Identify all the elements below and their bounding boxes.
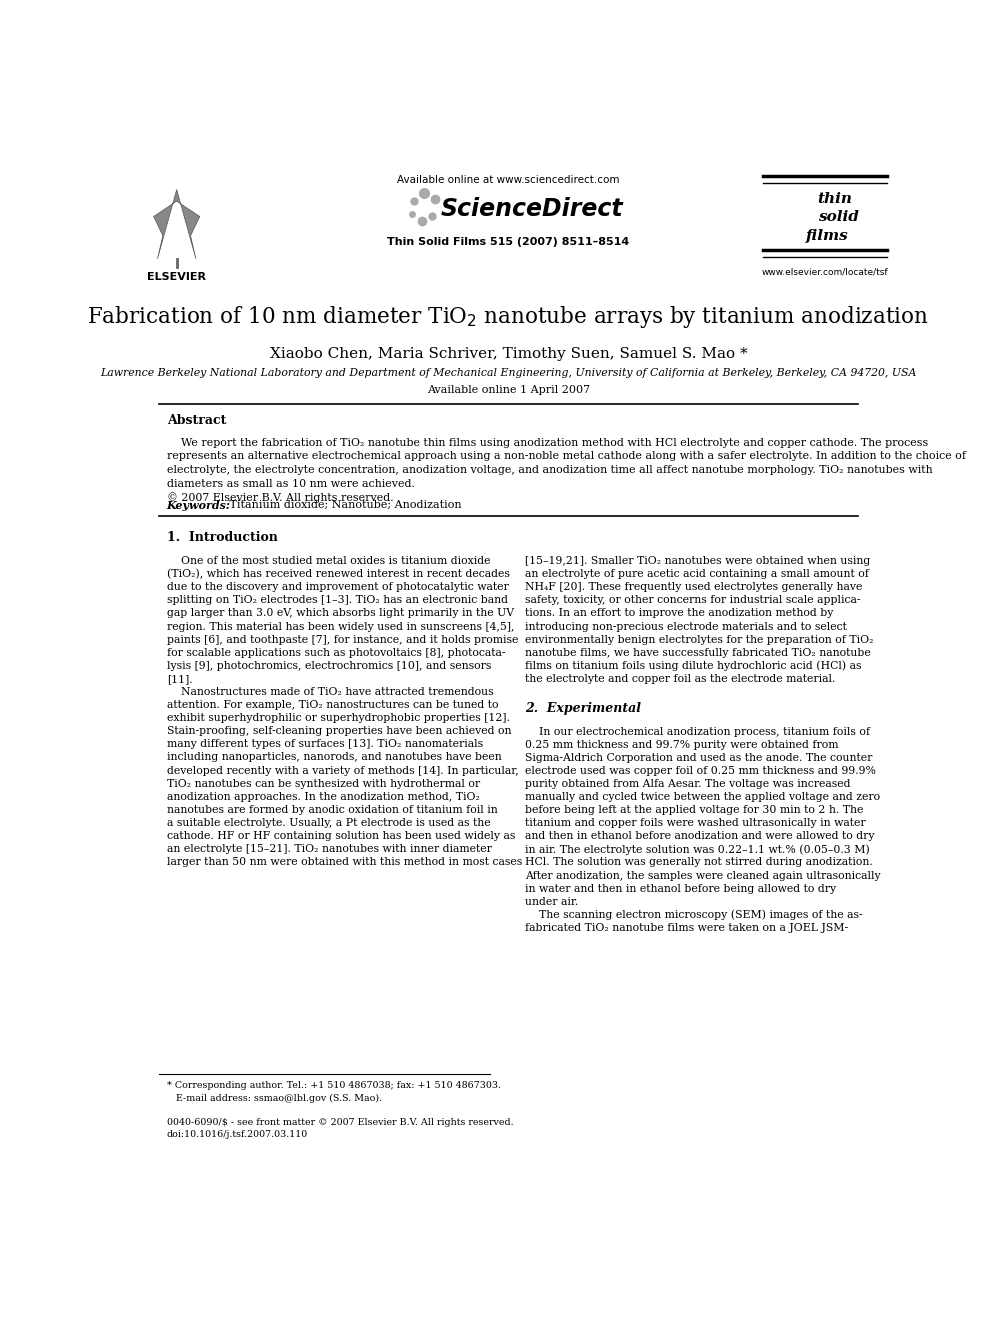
Text: and then in ethanol before anodization and were allowed to dry: and then in ethanol before anodization a… [526, 831, 875, 841]
Text: Sigma-Aldrich Corporation and used as the anode. The counter: Sigma-Aldrich Corporation and used as th… [526, 753, 873, 763]
Text: 0.25 mm thickness and 99.7% purity were obtained from: 0.25 mm thickness and 99.7% purity were … [526, 740, 839, 750]
Text: paints [6], and toothpaste [7], for instance, and it holds promise: paints [6], and toothpaste [7], for inst… [167, 635, 518, 644]
Text: introducing non-precious electrode materials and to select: introducing non-precious electrode mater… [526, 622, 847, 631]
Text: nanotubes are formed by anodic oxidation of titanium foil in: nanotubes are formed by anodic oxidation… [167, 804, 497, 815]
Text: Lawrence Berkeley National Laboratory and Department of Mechanical Engineering, : Lawrence Berkeley National Laboratory an… [100, 368, 917, 378]
Text: a suitable electrolyte. Usually, a Pt electrode is used as the: a suitable electrolyte. Usually, a Pt el… [167, 818, 490, 828]
Text: solid: solid [817, 209, 858, 224]
Text: tions. In an effort to improve the anodization method by: tions. In an effort to improve the anodi… [526, 609, 834, 618]
Text: Stain-proofing, self-cleaning properties have been achieved on: Stain-proofing, self-cleaning properties… [167, 726, 511, 737]
Text: before being left at the applied voltage for 30 min to 2 h. The: before being left at the applied voltage… [526, 806, 864, 815]
Text: attention. For example, TiO₂ nanostructures can be tuned to: attention. For example, TiO₂ nanostructu… [167, 700, 498, 710]
Text: Nanostructures made of TiO₂ have attracted tremendous: Nanostructures made of TiO₂ have attract… [167, 687, 493, 697]
Text: films on titanium foils using dilute hydrochloric acid (HCl) as: films on titanium foils using dilute hyd… [526, 660, 862, 671]
Text: Titanium dioxide; Nanotube; Anodization: Titanium dioxide; Nanotube; Anodization [226, 500, 462, 511]
Text: titanium and copper foils were washed ultrasonically in water: titanium and copper foils were washed ul… [526, 818, 866, 828]
Text: 1.  Introduction: 1. Introduction [167, 531, 278, 544]
Text: lysis [9], photochromics, electrochromics [10], and sensors: lysis [9], photochromics, electrochromic… [167, 660, 491, 671]
Text: in water and then in ethanol before being allowed to dry: in water and then in ethanol before bein… [526, 884, 836, 893]
Text: in air. The electrolyte solution was 0.22–1.1 wt.% (0.05–0.3 M): in air. The electrolyte solution was 0.2… [526, 844, 870, 855]
Text: 0040-6090/$ - see front matter © 2007 Elsevier B.V. All rights reserved.: 0040-6090/$ - see front matter © 2007 El… [167, 1118, 513, 1127]
Text: electrode used was copper foil of 0.25 mm thickness and 99.9%: electrode used was copper foil of 0.25 m… [526, 766, 876, 775]
Text: an electrolyte [15–21]. TiO₂ nanotubes with inner diameter: an electrolyte [15–21]. TiO₂ nanotubes w… [167, 844, 491, 855]
Text: (TiO₂), which has received renewed interest in recent decades: (TiO₂), which has received renewed inter… [167, 569, 510, 579]
Text: TiO₂ nanotubes can be synthesized with hydrothermal or: TiO₂ nanotubes can be synthesized with h… [167, 779, 480, 789]
Text: under air.: under air. [526, 897, 578, 906]
Text: doi:10.1016/j.tsf.2007.03.110: doi:10.1016/j.tsf.2007.03.110 [167, 1130, 308, 1139]
Text: [15–19,21]. Smaller TiO₂ nanotubes were obtained when using: [15–19,21]. Smaller TiO₂ nanotubes were … [526, 556, 871, 566]
Text: thin: thin [817, 192, 853, 206]
Text: manually and cycled twice between the applied voltage and zero: manually and cycled twice between the ap… [526, 792, 881, 802]
Text: electrolyte, the electrolyte concentration, anodization voltage, and anodization: electrolyte, the electrolyte concentrati… [167, 464, 932, 475]
Text: * Corresponding author. Tel.: +1 510 4867038; fax: +1 510 4867303.: * Corresponding author. Tel.: +1 510 486… [167, 1081, 501, 1090]
Text: Available online at www.sciencedirect.com: Available online at www.sciencedirect.co… [397, 176, 620, 185]
Text: The scanning electron microscopy (SEM) images of the as-: The scanning electron microscopy (SEM) i… [526, 910, 863, 921]
Text: ScienceDirect: ScienceDirect [440, 197, 623, 221]
Text: diameters as small as 10 nm were achieved.: diameters as small as 10 nm were achieve… [167, 479, 415, 488]
Text: www.elsevier.com/locate/tsf: www.elsevier.com/locate/tsf [762, 267, 889, 277]
Text: fabricated TiO₂ nanotube films were taken on a JOEL JSM-: fabricated TiO₂ nanotube films were take… [526, 923, 848, 933]
Text: exhibit superhydrophilic or superhydrophobic properties [12].: exhibit superhydrophilic or superhydroph… [167, 713, 510, 724]
Text: splitting on TiO₂ electrodes [1–3]. TiO₂ has an electronic band: splitting on TiO₂ electrodes [1–3]. TiO₂… [167, 595, 508, 606]
Text: cathode. HF or HF containing solution has been used widely as: cathode. HF or HF containing solution ha… [167, 831, 515, 841]
Text: Keywords:: Keywords: [167, 500, 230, 511]
Polygon shape [154, 189, 199, 259]
Text: safety, toxicity, or other concerns for industrial scale applica-: safety, toxicity, or other concerns for … [526, 595, 861, 606]
Text: Available online 1 April 2007: Available online 1 April 2007 [427, 385, 590, 394]
Text: an electrolyte of pure acetic acid containing a small amount of: an electrolyte of pure acetic acid conta… [526, 569, 869, 579]
Text: anodization approaches. In the anodization method, TiO₂: anodization approaches. In the anodizati… [167, 791, 479, 802]
Text: Xiaobo Chen, Maria Schriver, Timothy Suen, Samuel S. Mao *: Xiaobo Chen, Maria Schriver, Timothy Sue… [270, 347, 747, 361]
Text: © 2007 Elsevier B.V. All rights reserved.: © 2007 Elsevier B.V. All rights reserved… [167, 492, 393, 503]
Text: In our electrochemical anodization process, titanium foils of: In our electrochemical anodization proce… [526, 726, 870, 737]
Text: purity obtained from Alfa Aesar. The voltage was increased: purity obtained from Alfa Aesar. The vol… [526, 779, 851, 789]
Text: the electrolyte and copper foil as the electrode material.: the electrolyte and copper foil as the e… [526, 673, 836, 684]
Text: due to the discovery and improvement of photocatalytic water: due to the discovery and improvement of … [167, 582, 508, 593]
Text: represents an alternative electrochemical approach using a non-noble metal catho: represents an alternative electrochemica… [167, 451, 965, 462]
Text: We report the fabrication of TiO₂ nanotube thin films using anodization method w: We report the fabrication of TiO₂ nanotu… [167, 438, 928, 447]
Text: [11].: [11]. [167, 673, 192, 684]
Text: 2.  Experimental: 2. Experimental [526, 701, 642, 714]
Text: Abstract: Abstract [167, 414, 226, 427]
Text: environmentally benign electrolytes for the preparation of TiO₂: environmentally benign electrolytes for … [526, 635, 874, 644]
Text: Fabrication of 10 nm diameter TiO$_2$ nanotube arrays by titanium anodization: Fabrication of 10 nm diameter TiO$_2$ na… [87, 303, 930, 329]
Text: films: films [806, 229, 849, 242]
Text: many different types of surfaces [13]. TiO₂ nanomaterials: many different types of surfaces [13]. T… [167, 740, 483, 749]
Text: nanotube films, we have successfully fabricated TiO₂ nanotube: nanotube films, we have successfully fab… [526, 648, 871, 658]
Text: larger than 50 nm were obtained with this method in most cases: larger than 50 nm were obtained with thi… [167, 857, 522, 867]
Text: HCl. The solution was generally not stirred during anodization.: HCl. The solution was generally not stir… [526, 857, 873, 868]
Text: gap larger than 3.0 eV, which absorbs light primarily in the UV: gap larger than 3.0 eV, which absorbs li… [167, 609, 514, 618]
Text: developed recently with a variety of methods [14]. In particular,: developed recently with a variety of met… [167, 766, 519, 775]
Text: including nanoparticles, nanorods, and nanotubes have been: including nanoparticles, nanorods, and n… [167, 753, 501, 762]
Text: One of the most studied metal oxides is titanium dioxide: One of the most studied metal oxides is … [167, 556, 490, 566]
Text: for scalable applications such as photovoltaics [8], photocata-: for scalable applications such as photov… [167, 648, 505, 658]
Text: Thin Solid Films 515 (2007) 8511–8514: Thin Solid Films 515 (2007) 8511–8514 [387, 237, 630, 247]
Text: After anodization, the samples were cleaned again ultrasonically: After anodization, the samples were clea… [526, 871, 881, 881]
Text: region. This material has been widely used in sunscreens [4,5],: region. This material has been widely us… [167, 622, 514, 631]
Text: E-mail address: ssmao@lbl.gov (S.S. Mao).: E-mail address: ssmao@lbl.gov (S.S. Mao)… [167, 1093, 382, 1102]
Text: NH₄F [20]. These frequently used electrolytes generally have: NH₄F [20]. These frequently used electro… [526, 582, 863, 593]
Text: ELSEVIER: ELSEVIER [147, 271, 206, 282]
